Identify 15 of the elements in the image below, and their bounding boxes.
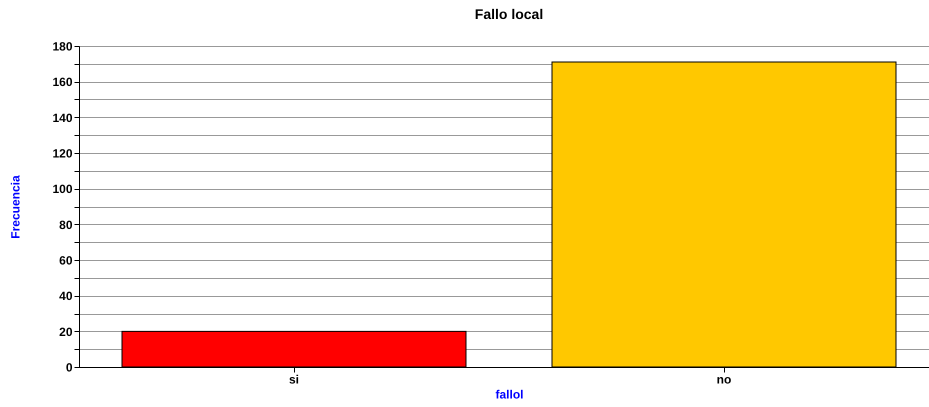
x-tick-label: si bbox=[288, 372, 300, 386]
y-axis-title: Frecuencia bbox=[8, 175, 22, 239]
y-tick-label: 120 bbox=[52, 146, 73, 160]
chart-title: Fallo local bbox=[474, 6, 544, 22]
x-axis-title: fallol bbox=[495, 388, 524, 402]
y-tick-label: 40 bbox=[59, 289, 73, 304]
y-tick-label: 80 bbox=[59, 218, 73, 232]
y-tick-label: 0 bbox=[66, 360, 73, 374]
y-tick-label: 20 bbox=[59, 324, 73, 339]
y-tick-label: 160 bbox=[52, 75, 73, 90]
y-tick-label: 140 bbox=[52, 110, 73, 125]
y-tick-label: 100 bbox=[52, 182, 73, 196]
y-tick-label: 180 bbox=[52, 40, 73, 54]
x-tick-label: no bbox=[716, 372, 732, 386]
y-tick-label: 60 bbox=[59, 254, 73, 268]
